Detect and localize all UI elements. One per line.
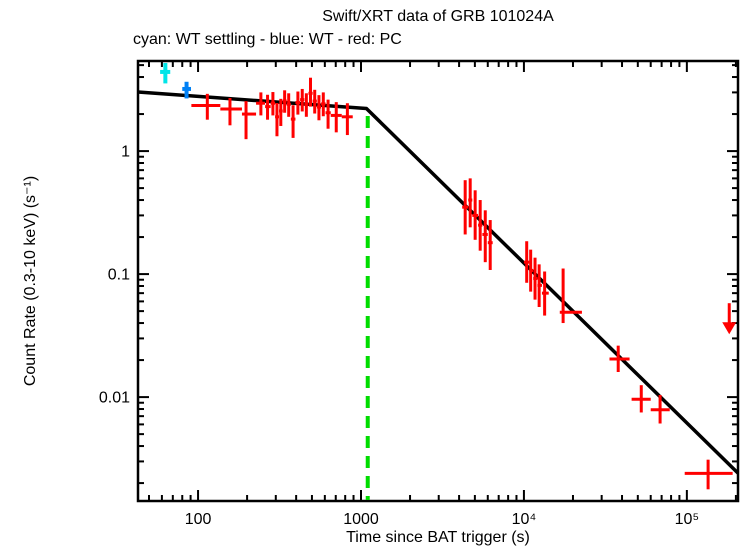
pc-data-point — [559, 268, 582, 324]
pc-data-point — [523, 241, 530, 283]
pc-data-point — [191, 93, 221, 120]
x-tick-label: 1000 — [343, 511, 379, 528]
pc-data-point — [631, 385, 651, 413]
data-points-group — [160, 63, 733, 490]
pc-data-point — [478, 200, 483, 251]
pc-data-point — [609, 345, 630, 372]
pc-data-point — [316, 95, 322, 121]
pc-data-point — [270, 92, 276, 116]
pc-data-point — [321, 92, 326, 117]
upper-limit-group — [722, 303, 737, 335]
pc-data-point — [304, 93, 309, 117]
pc-data-point — [468, 178, 473, 228]
pc-data-point — [220, 98, 242, 126]
pc-data-point — [533, 257, 538, 300]
pc-data-point — [650, 395, 670, 424]
arrow-head — [722, 322, 737, 335]
plot-frame — [136, 59, 740, 503]
y-tick-label: 0.01 — [99, 390, 130, 407]
pc-data-point — [275, 103, 280, 137]
pc-data-point — [265, 94, 271, 120]
axis-ticks — [138, 61, 738, 501]
x-tick-label: 100 — [185, 511, 212, 528]
axis-tick-labels: 100 1000 10⁴ 10⁵ 1 0.1 0.01 — [99, 144, 699, 528]
pc-data-point — [282, 90, 287, 113]
wt-data-point — [182, 81, 191, 99]
chart-title: Swift/XRT data of GRB 101024A — [322, 8, 554, 25]
fit-line — [137, 90, 740, 475]
pc-data-point — [300, 88, 305, 112]
pc-data-point — [529, 249, 534, 292]
x-axis-label: Time since BAT trigger (s) — [346, 529, 530, 546]
pc-data-point — [256, 92, 266, 116]
chart-legend-subtitle: cyan: WT settling - blue: WT - red: PC — [133, 31, 402, 48]
pc-data-point — [330, 102, 342, 133]
pc-data-point — [537, 264, 542, 308]
pc-data-point — [295, 91, 301, 115]
pc-data-point — [325, 99, 331, 129]
y-tick-label: 0.1 — [108, 267, 130, 284]
plot-frame-group — [136, 59, 740, 503]
pc-data-point — [482, 210, 488, 263]
pc-data-point — [541, 271, 549, 316]
pc-data-point — [472, 190, 479, 240]
pc-data-point — [290, 105, 296, 138]
pc-data-point — [241, 101, 257, 140]
wt-settling-data-point — [160, 63, 171, 84]
pc-data-point — [341, 103, 353, 136]
x-tick-label: 10⁵ — [675, 511, 699, 528]
fit-line-group — [137, 90, 740, 475]
x-tick-label: 10⁴ — [512, 511, 537, 528]
pc-data-point — [308, 77, 313, 107]
pc-data-point — [462, 180, 469, 235]
pc-data-point — [279, 98, 283, 126]
pc-data-point — [312, 89, 317, 114]
pc-data-point — [684, 459, 733, 490]
pc-data-point — [487, 220, 493, 270]
y-tick-label: 1 — [121, 144, 130, 161]
pc-data-point — [286, 93, 291, 117]
upper-limit-arrow — [722, 303, 737, 335]
